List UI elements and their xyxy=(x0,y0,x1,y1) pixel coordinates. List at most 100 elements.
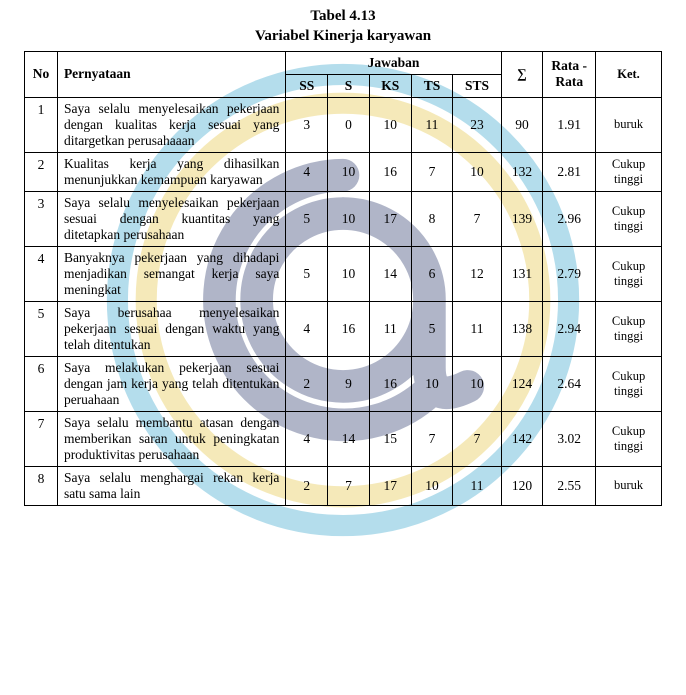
cell-ss: 2 xyxy=(286,356,328,411)
cell-ts: 10 xyxy=(411,466,453,505)
th-no: No xyxy=(25,51,58,97)
caption-line1: Tabel 4.13 xyxy=(310,8,375,24)
cell-no: 6 xyxy=(25,356,58,411)
cell-ks: 14 xyxy=(369,246,411,301)
cell-ts: 6 xyxy=(411,246,453,301)
cell-ts: 5 xyxy=(411,301,453,356)
cell-no: 4 xyxy=(25,246,58,301)
cell-ts: 7 xyxy=(411,152,453,191)
cell-sts: 11 xyxy=(453,466,501,505)
cell-ts: 10 xyxy=(411,356,453,411)
cell-sts: 10 xyxy=(453,152,501,191)
cell-rata: 1.91 xyxy=(543,97,596,152)
cell-ket: Cukup tinggi xyxy=(596,191,662,246)
cell-ss: 4 xyxy=(286,152,328,191)
data-table: No Pernyataan Jawaban ∑ Rata - Rata Ket.… xyxy=(24,51,662,506)
cell-rata: 2.96 xyxy=(543,191,596,246)
cell-ts: 11 xyxy=(411,97,453,152)
caption-line2: Variabel Kinerja karyawan xyxy=(255,28,431,44)
th-pernyataan: Pernyataan xyxy=(57,51,285,97)
cell-pernyataan: Saya selalu menghargai rekan kerja satu … xyxy=(57,466,285,505)
cell-ss: 4 xyxy=(286,411,328,466)
cell-pernyataan: Kualitas kerja yang dihasilkan menunjukk… xyxy=(57,152,285,191)
cell-sum: 131 xyxy=(501,246,543,301)
cell-sum: 132 xyxy=(501,152,543,191)
cell-no: 1 xyxy=(25,97,58,152)
cell-sum: 139 xyxy=(501,191,543,246)
cell-ket: Cukup tinggi xyxy=(596,246,662,301)
cell-ss: 3 xyxy=(286,97,328,152)
cell-pernyataan: Saya melakukan pekerjaan sesuai dengan j… xyxy=(57,356,285,411)
th-sts: STS xyxy=(453,74,501,97)
cell-ss: 4 xyxy=(286,301,328,356)
table-row: 5Saya berusahaa menyelesaikan pekerjaan … xyxy=(25,301,662,356)
table-row: 6Saya melakukan pekerjaan sesuai dengan … xyxy=(25,356,662,411)
table-row: 1Saya selalu menyelesaikan pekerjaan den… xyxy=(25,97,662,152)
cell-rata: 3.02 xyxy=(543,411,596,466)
table-row: 7Saya selalu membantu atasan dengan memb… xyxy=(25,411,662,466)
cell-sum: 124 xyxy=(501,356,543,411)
table-caption: Tabel 4.13 Variabel Kinerja karyawan xyxy=(24,6,662,47)
cell-ks: 10 xyxy=(369,97,411,152)
cell-ss: 5 xyxy=(286,246,328,301)
cell-s: 14 xyxy=(328,411,370,466)
th-s: S xyxy=(328,74,370,97)
cell-ss: 2 xyxy=(286,466,328,505)
cell-pernyataan: Saya selalu membantu atasan dengan membe… xyxy=(57,411,285,466)
cell-sum: 120 xyxy=(501,466,543,505)
cell-pernyataan: Saya selalu menyelesaikan pekerjaan deng… xyxy=(57,97,285,152)
cell-ks: 15 xyxy=(369,411,411,466)
cell-sum: 142 xyxy=(501,411,543,466)
cell-sts: 23 xyxy=(453,97,501,152)
cell-ts: 8 xyxy=(411,191,453,246)
cell-s: 10 xyxy=(328,152,370,191)
cell-no: 5 xyxy=(25,301,58,356)
th-ss: SS xyxy=(286,74,328,97)
table-row: 4Banyaknya pekerjaan yang dihadapi menja… xyxy=(25,246,662,301)
table-row: 2Kualitas kerja yang dihasilkan menunjuk… xyxy=(25,152,662,191)
cell-sts: 11 xyxy=(453,301,501,356)
cell-s: 10 xyxy=(328,246,370,301)
cell-rata: 2.79 xyxy=(543,246,596,301)
cell-rata: 2.94 xyxy=(543,301,596,356)
cell-ket: Cukup tinggi xyxy=(596,356,662,411)
cell-sts: 7 xyxy=(453,411,501,466)
cell-pernyataan: Saya berusahaa menyelesaikan pekerjaan s… xyxy=(57,301,285,356)
cell-s: 9 xyxy=(328,356,370,411)
cell-ket: buruk xyxy=(596,466,662,505)
cell-no: 3 xyxy=(25,191,58,246)
cell-s: 10 xyxy=(328,191,370,246)
cell-no: 7 xyxy=(25,411,58,466)
th-ket: Ket. xyxy=(596,51,662,97)
cell-ks: 16 xyxy=(369,152,411,191)
cell-ket: Cukup tinggi xyxy=(596,301,662,356)
cell-rata: 2.64 xyxy=(543,356,596,411)
th-rata: Rata - Rata xyxy=(543,51,596,97)
cell-sts: 12 xyxy=(453,246,501,301)
table-row: 8Saya selalu menghargai rekan kerja satu… xyxy=(25,466,662,505)
cell-sum: 90 xyxy=(501,97,543,152)
cell-ks: 11 xyxy=(369,301,411,356)
th-ks: KS xyxy=(369,74,411,97)
cell-pernyataan: Saya selalu menyelesaikan pekerjaan sesu… xyxy=(57,191,285,246)
cell-sum: 138 xyxy=(501,301,543,356)
th-jawaban: Jawaban xyxy=(286,51,501,74)
cell-rata: 2.81 xyxy=(543,152,596,191)
cell-no: 8 xyxy=(25,466,58,505)
cell-rata: 2.55 xyxy=(543,466,596,505)
th-sum: ∑ xyxy=(501,51,543,97)
cell-ket: Cukup tinggi xyxy=(596,411,662,466)
cell-ss: 5 xyxy=(286,191,328,246)
cell-sts: 10 xyxy=(453,356,501,411)
cell-ks: 17 xyxy=(369,191,411,246)
cell-s: 16 xyxy=(328,301,370,356)
cell-no: 2 xyxy=(25,152,58,191)
th-ts: TS xyxy=(411,74,453,97)
cell-sts: 7 xyxy=(453,191,501,246)
table-row: 3Saya selalu menyelesaikan pekerjaan ses… xyxy=(25,191,662,246)
cell-s: 0 xyxy=(328,97,370,152)
cell-ts: 7 xyxy=(411,411,453,466)
cell-ket: Cukup tinggi xyxy=(596,152,662,191)
cell-ks: 17 xyxy=(369,466,411,505)
cell-pernyataan: Banyaknya pekerjaan yang dihadapi menjad… xyxy=(57,246,285,301)
